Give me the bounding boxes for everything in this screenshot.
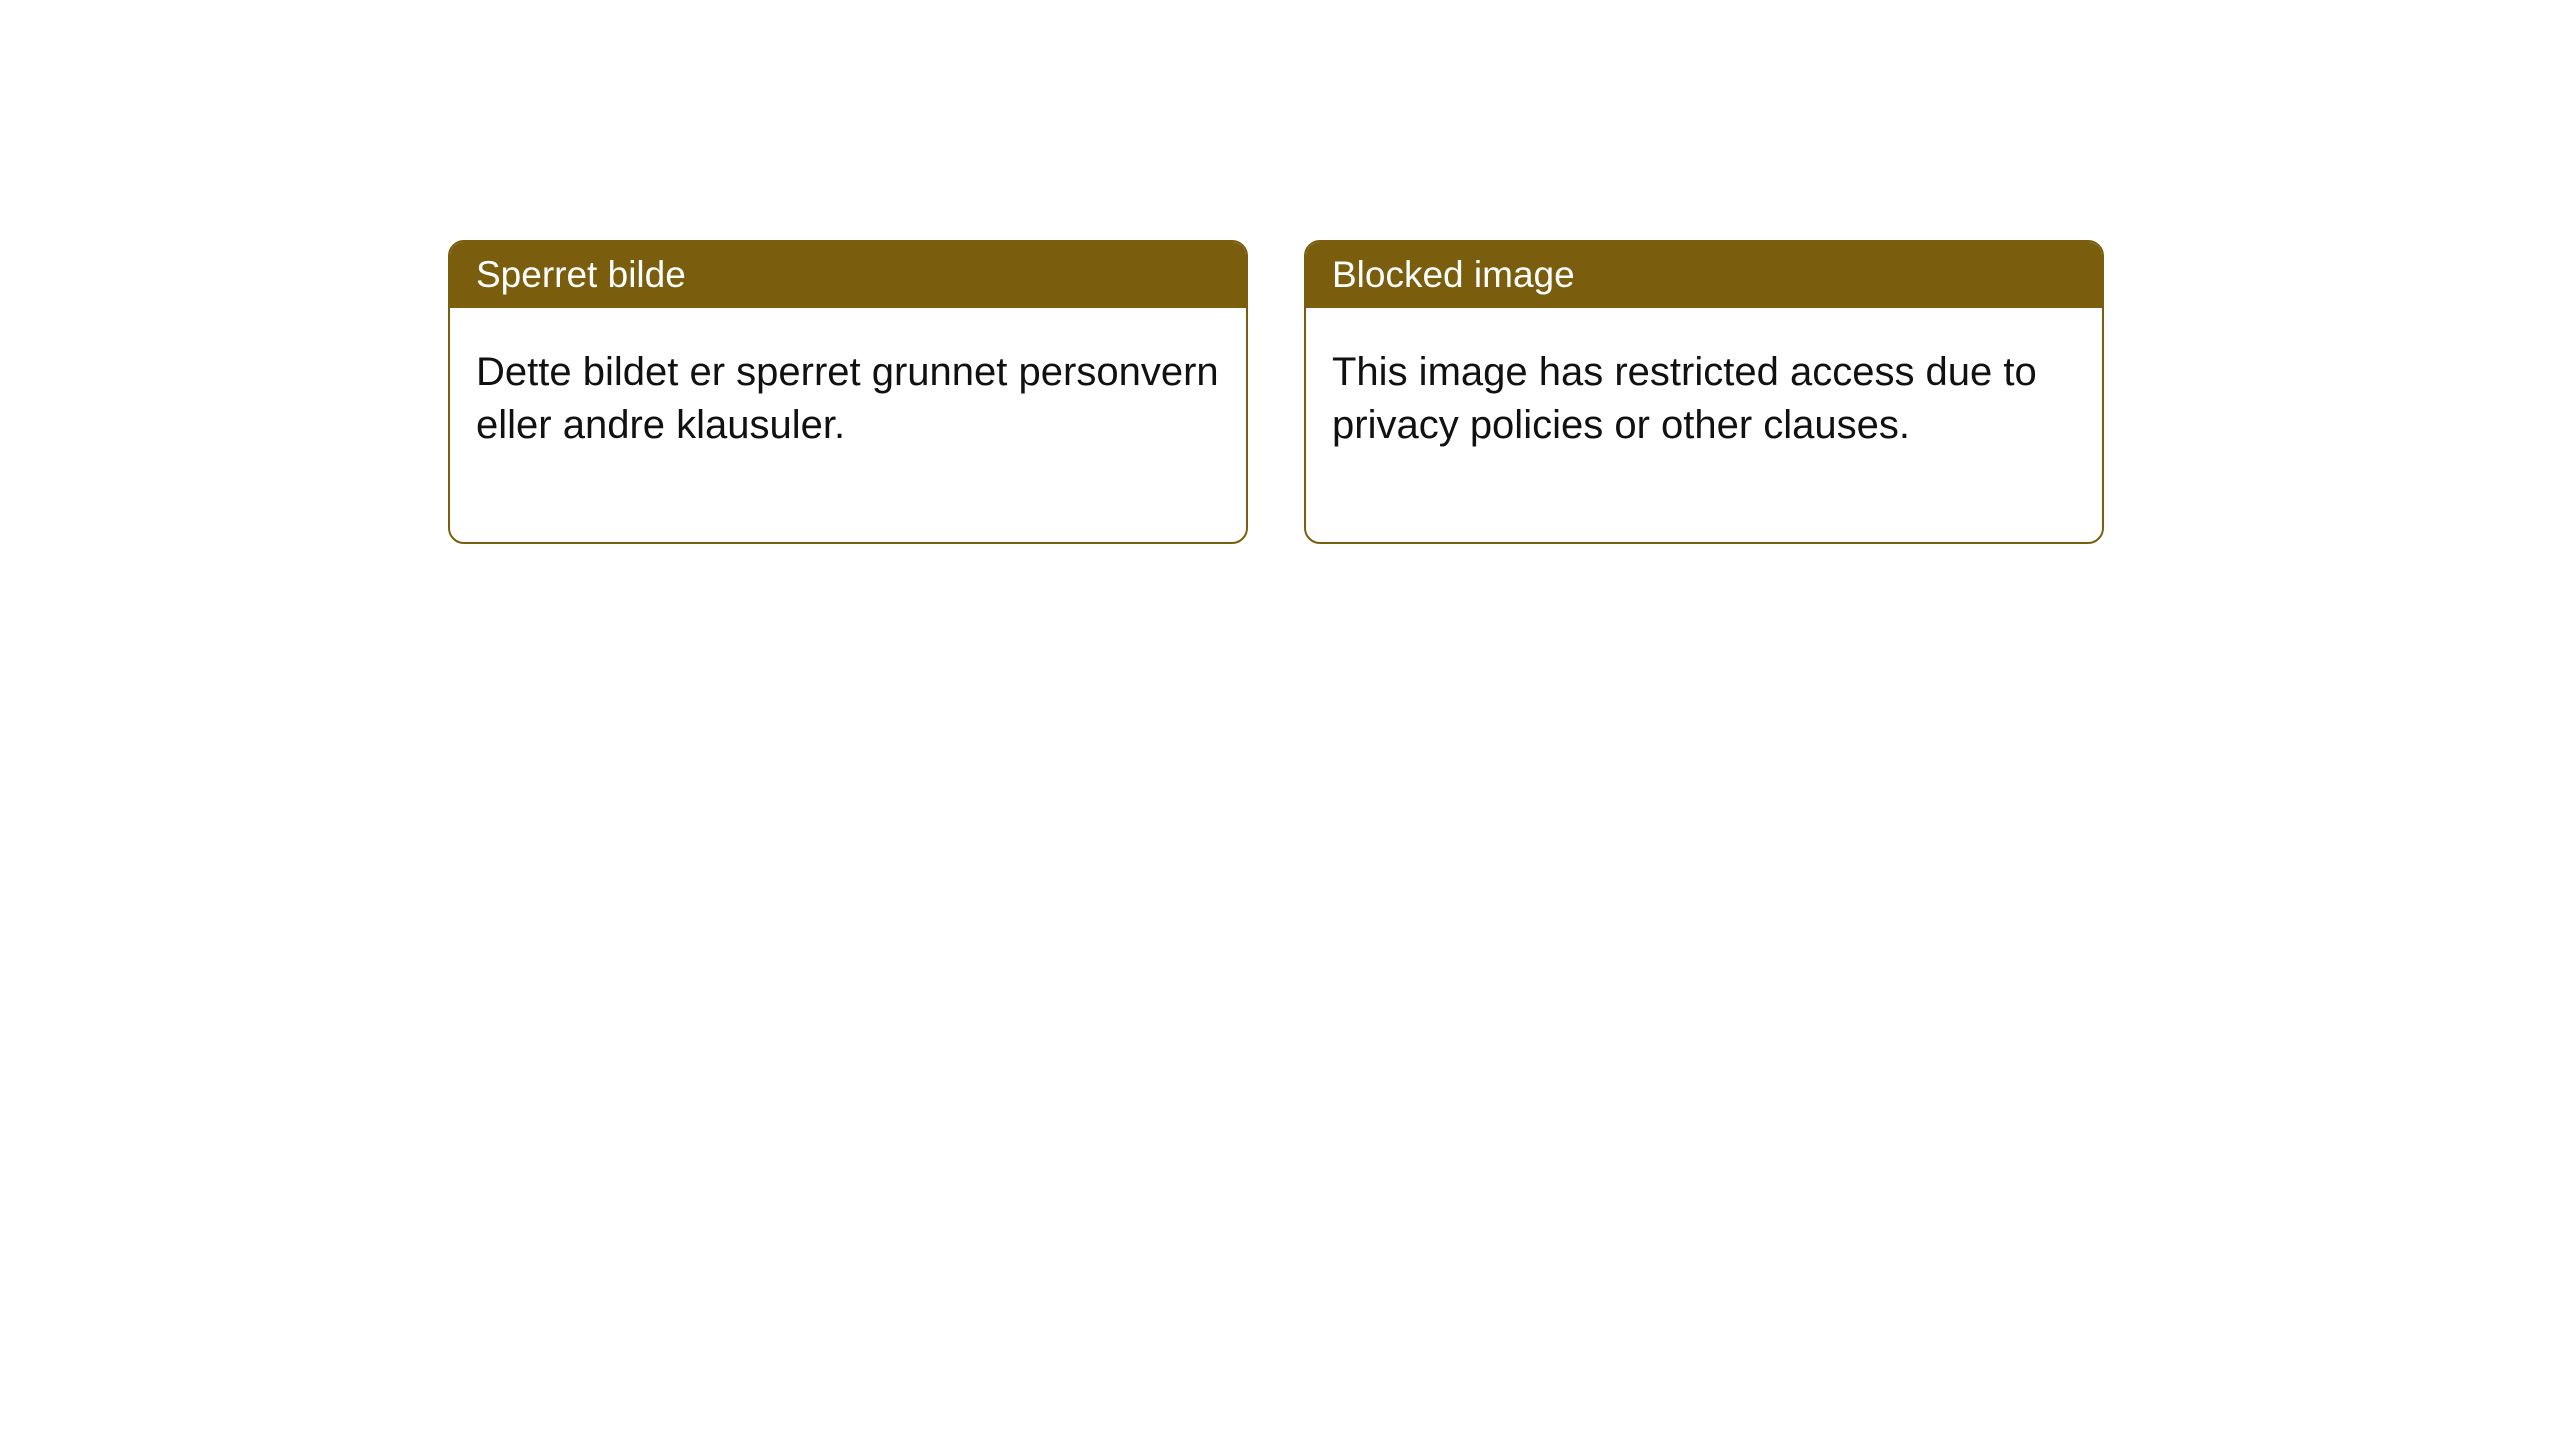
notice-body: Dette bildet er sperret grunnet personve… (450, 308, 1246, 542)
notice-card-norwegian: Sperret bilde Dette bildet er sperret gr… (448, 240, 1248, 544)
notice-container: Sperret bilde Dette bildet er sperret gr… (0, 0, 2560, 544)
notice-header: Blocked image (1306, 242, 2102, 308)
notice-body: This image has restricted access due to … (1306, 308, 2102, 542)
notice-header: Sperret bilde (450, 242, 1246, 308)
notice-card-english: Blocked image This image has restricted … (1304, 240, 2104, 544)
